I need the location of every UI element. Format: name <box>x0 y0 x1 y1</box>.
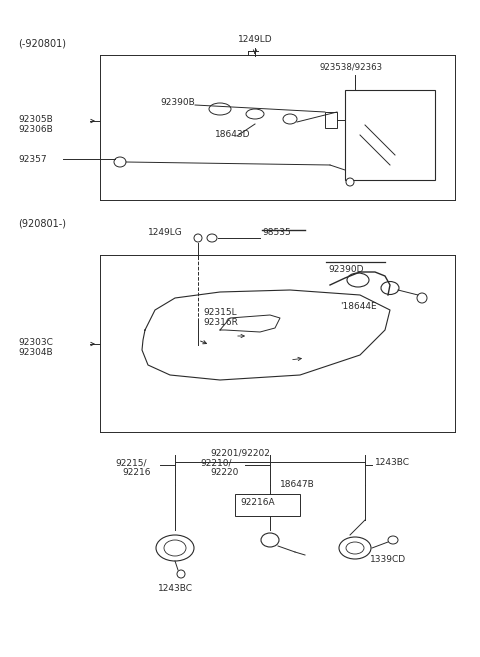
Text: 92303C
92304B: 92303C 92304B <box>18 338 53 357</box>
Circle shape <box>346 178 354 186</box>
Text: (-920801): (-920801) <box>18 38 66 48</box>
Text: 92315L
92316R: 92315L 92316R <box>203 308 238 327</box>
Text: 92216: 92216 <box>122 468 151 477</box>
Text: 98535: 98535 <box>262 228 291 237</box>
Text: 92216A: 92216A <box>240 498 275 507</box>
Text: 92305B
92306B: 92305B 92306B <box>18 115 53 135</box>
Text: 18647B: 18647B <box>280 480 315 489</box>
Text: 1249LD: 1249LD <box>238 35 272 44</box>
Text: 92390D: 92390D <box>328 265 363 274</box>
Text: 923538/92363: 923538/92363 <box>320 63 383 72</box>
Text: 92210/: 92210/ <box>200 458 231 467</box>
Text: 92390B: 92390B <box>160 98 195 107</box>
Text: 92201/92202: 92201/92202 <box>210 448 270 457</box>
Text: 92220: 92220 <box>210 468 239 477</box>
Text: 92357: 92357 <box>18 155 47 164</box>
Text: 1243BC: 1243BC <box>157 584 192 593</box>
Text: 92215/: 92215/ <box>115 458 146 467</box>
Text: 1243BC: 1243BC <box>375 458 410 467</box>
Text: 1249LG: 1249LG <box>148 228 183 237</box>
Bar <box>235 494 300 516</box>
Text: 18643D: 18643D <box>215 130 251 139</box>
Text: '18644E: '18644E <box>340 302 377 311</box>
Bar <box>345 90 435 180</box>
Text: (920801-): (920801-) <box>18 218 66 228</box>
Bar <box>325 112 337 128</box>
Text: 1339CD: 1339CD <box>370 555 406 564</box>
